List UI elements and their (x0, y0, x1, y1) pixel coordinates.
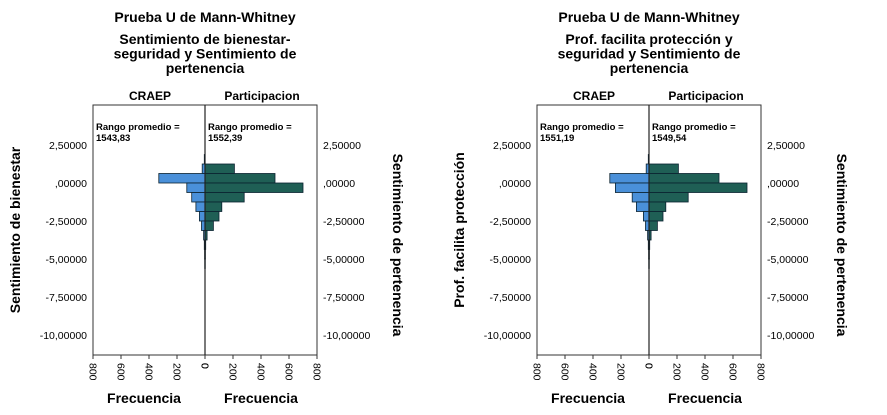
bar-left (159, 174, 205, 184)
bar-left (636, 202, 649, 212)
bar-left (192, 193, 205, 203)
y-tick-label-right: 2,50000 (767, 140, 805, 152)
histogram-chart-right: Prueba U de Mann-Whitney Prof. facilita p… (444, 0, 887, 410)
y-tick-label-right: -2,50000 (323, 216, 365, 228)
group-label-left: CRAEP (573, 89, 615, 103)
rank-value-right: 1549,54 (652, 133, 687, 144)
rank-label-right: Rango promedio = (208, 122, 292, 133)
histogram-chart-left: Prueba U de Mann-Whitney Sentimiento de b… (0, 0, 443, 410)
rank-label-left: Rango promedio = (540, 122, 624, 133)
rank-value-left: 1551,19 (540, 133, 574, 144)
x-tick-label-right: 200 (671, 363, 683, 381)
chart-subtitle-line: pertenencia (166, 60, 245, 76)
bar-right (649, 164, 678, 174)
bar-right (205, 174, 275, 184)
x-tick-label-right: 600 (727, 363, 739, 381)
y-tick-label-left: -7,50000 (490, 292, 532, 304)
bar-right (649, 193, 688, 203)
y-tick-label-left: -2,50000 (46, 216, 88, 228)
y-tick-label-right: -2,50000 (767, 216, 809, 228)
bar-right (205, 221, 213, 231)
chart-panel-right: Prueba U de Mann-Whitney Prof. facilita p… (444, 0, 887, 410)
y-axis-title-right: Sentimiento de pertenencia (390, 154, 406, 337)
bar-left (632, 193, 649, 203)
x-axis-title-right: Frecuencia (224, 390, 298, 406)
x-tick-label-left: 600 (559, 363, 571, 381)
y-tick-label-left: ,00000 (55, 178, 87, 190)
bar-right (649, 202, 666, 212)
y-axis-title-right: Sentimiento de pertenencia (834, 154, 850, 337)
x-tick-label-right: 800 (755, 363, 767, 381)
chart-title: Prueba U de Mann-Whitney (114, 9, 295, 25)
x-tick-label-left: 200 (615, 363, 627, 381)
y-tick-label-left: -5,00000 (490, 254, 532, 266)
y-axis-title-left: Prof. facilita protección (451, 152, 467, 308)
rank-label-right: Rango promedio = (652, 122, 736, 133)
x-tick-label-right: 400 (699, 363, 711, 381)
bar-right (205, 202, 222, 212)
y-tick-label-left: ,00000 (499, 178, 531, 190)
y-tick-label-left: -5,00000 (46, 254, 88, 266)
bar-right (649, 212, 663, 222)
x-axis-title-left: Frecuencia (551, 390, 625, 406)
x-tick-label-left: 400 (587, 363, 599, 381)
x-tick-label-right: 400 (255, 363, 267, 381)
chart-title: Prueba U de Mann-Whitney (558, 9, 739, 25)
y-tick-label-right: -5,00000 (323, 254, 365, 266)
y-tick-label-left: 2,50000 (49, 140, 87, 152)
rank-value-left: 1543,83 (96, 133, 130, 144)
bar-left (187, 183, 205, 193)
x-tick-label-right: 800 (311, 363, 323, 381)
bar-left (615, 183, 649, 193)
x-tick-label-right: 600 (283, 363, 295, 381)
x-tick-label-left: 600 (115, 363, 127, 381)
x-tick-label-left: 800 (87, 363, 99, 381)
y-tick-label-left: -7,50000 (46, 292, 88, 304)
bar-right (649, 183, 747, 193)
rank-label-left: Rango promedio = (96, 122, 180, 133)
y-tick-label-left: 2,50000 (493, 140, 531, 152)
bar-right (205, 183, 303, 193)
y-axis-title-left: Sentimiento de bienestar (7, 146, 23, 313)
bar-left (610, 174, 649, 184)
bar-right (205, 193, 244, 203)
x-tick-label-right: 200 (227, 363, 239, 381)
group-label-right: Participacion (224, 89, 299, 103)
bar-right (205, 164, 234, 174)
y-tick-label-left: -2,50000 (490, 216, 532, 228)
x-tick-label-left: 200 (171, 363, 183, 381)
group-label-right: Participacion (668, 89, 743, 103)
y-tick-label-right: -7,50000 (767, 292, 809, 304)
x-axis-title-right: Frecuencia (668, 390, 742, 406)
y-tick-label-right: -5,00000 (767, 254, 809, 266)
x-tick-label-left: 400 (143, 363, 155, 381)
x-tick-label-right: 0 (643, 363, 655, 369)
y-tick-label-left: -10,00000 (40, 330, 87, 342)
y-tick-label-right: -10,00000 (767, 330, 814, 342)
x-axis-title-left: Frecuencia (107, 390, 181, 406)
bar-left (199, 212, 205, 222)
x-tick-label-right: 0 (199, 363, 211, 369)
y-tick-label-right: 2,50000 (323, 140, 361, 152)
bar-left (196, 202, 205, 212)
y-tick-label-left: -10,00000 (484, 330, 531, 342)
bar-right (649, 174, 719, 184)
y-tick-label-right: -7,50000 (323, 292, 365, 304)
y-tick-label-right: -10,00000 (323, 330, 370, 342)
bar-right (649, 221, 657, 231)
y-tick-label-right: ,00000 (767, 178, 799, 190)
chart-subtitle-line: pertenencia (610, 60, 689, 76)
chart-panel-left: Prueba U de Mann-Whitney Sentimiento de b… (0, 0, 443, 410)
y-tick-label-right: ,00000 (323, 178, 355, 190)
x-tick-label-left: 800 (531, 363, 543, 381)
group-label-left: CRAEP (129, 89, 171, 103)
bar-right (205, 212, 219, 222)
bar-left (643, 212, 649, 222)
rank-value-right: 1552,39 (208, 133, 242, 144)
